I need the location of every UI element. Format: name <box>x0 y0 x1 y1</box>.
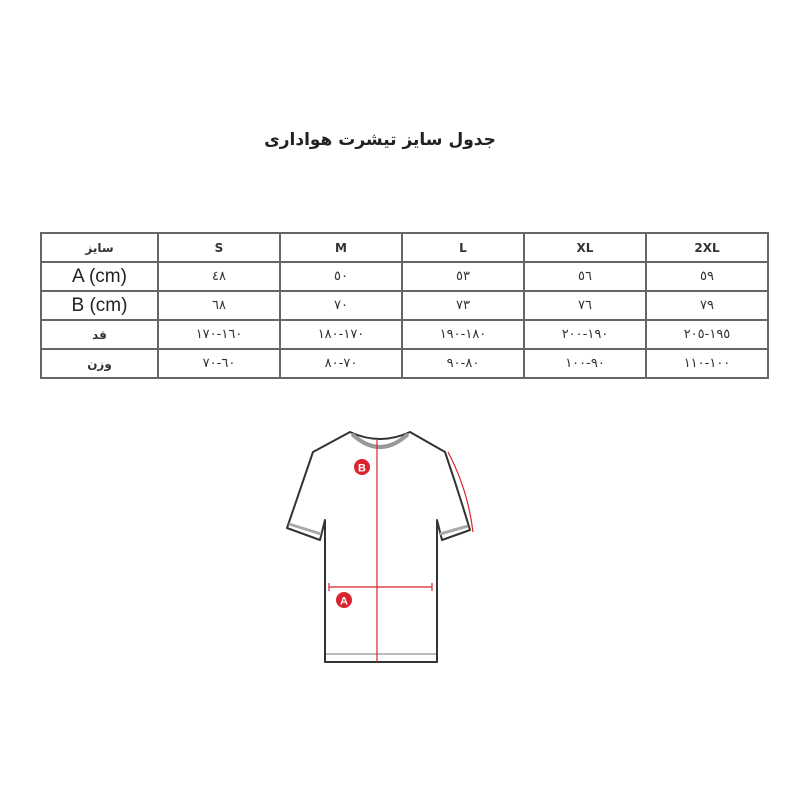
marker-a-label: A <box>340 596 348 608</box>
header-cell: سایز <box>40 232 159 263</box>
table-cell: ٦٨ <box>157 290 281 321</box>
table-cell: ١٠٠-١١٠ <box>645 348 769 379</box>
header-cell: M <box>279 232 403 263</box>
table-cell: ٥٣ <box>401 261 525 292</box>
size-table: سایز S M L XL 2XL A (cm) ٤٨ ٥٠ ٥٣ ٥٦ ٥٩ … <box>40 232 769 379</box>
header-cell: L <box>401 232 525 263</box>
table-cell: ٧٠-٨٠ <box>279 348 403 379</box>
table-row: وزن ٦٠-٧٠ ٧٠-٨٠ ٨٠-٩٠ ٩٠-١٠٠ ١٠٠-١١٠ <box>40 348 769 379</box>
table-cell: ٧٣ <box>401 290 525 321</box>
marker-a: A <box>336 592 352 608</box>
table-cell: ١٩٥-٢٠٥ <box>645 319 769 350</box>
row-label: B (cm) <box>40 290 159 321</box>
row-label: قد <box>40 319 159 350</box>
table-cell: ١٨٠-١٩٠ <box>401 319 525 350</box>
measurement-lines <box>328 440 474 662</box>
table-header-row: سایز S M L XL 2XL <box>40 232 769 263</box>
table-cell: ٥٩ <box>645 261 769 292</box>
row-label: وزن <box>40 348 159 379</box>
table-cell: ١٧٠-١٨٠ <box>279 319 403 350</box>
table-cell: ٧٠ <box>279 290 403 321</box>
table-cell: ٨٠-٩٠ <box>401 348 525 379</box>
table-row: A (cm) ٤٨ ٥٠ ٥٣ ٥٦ ٥٩ <box>40 261 769 292</box>
marker-b-label: B <box>358 463 366 475</box>
table-cell: ٧٩ <box>645 290 769 321</box>
table-cell: ١٦٠-١٧٠ <box>157 319 281 350</box>
table-row: B (cm) ٦٨ ٧٠ ٧٣ ٧٦ ٧٩ <box>40 290 769 321</box>
table-row: قد ١٦٠-١٧٠ ١٧٠-١٨٠ ١٨٠-١٩٠ ١٩٠-٢٠٠ ١٩٥-٢… <box>40 319 769 350</box>
table-cell: ٩٠-١٠٠ <box>523 348 647 379</box>
tshirt-outline-icon <box>286 431 471 663</box>
page-title: جدول سایز تیشرت هواداری <box>264 130 496 150</box>
header-cell: 2XL <box>645 232 769 263</box>
header-cell: S <box>157 232 281 263</box>
table-cell: ٧٦ <box>523 290 647 321</box>
table-cell: ٥٦ <box>523 261 647 292</box>
table-cell: ١٩٠-٢٠٠ <box>523 319 647 350</box>
table-cell: ٦٠-٧٠ <box>157 348 281 379</box>
row-label: A (cm) <box>40 261 159 292</box>
marker-b: B <box>354 459 370 475</box>
table-cell: ٥٠ <box>279 261 403 292</box>
header-cell: XL <box>523 232 647 263</box>
table-cell: ٤٨ <box>157 261 281 292</box>
